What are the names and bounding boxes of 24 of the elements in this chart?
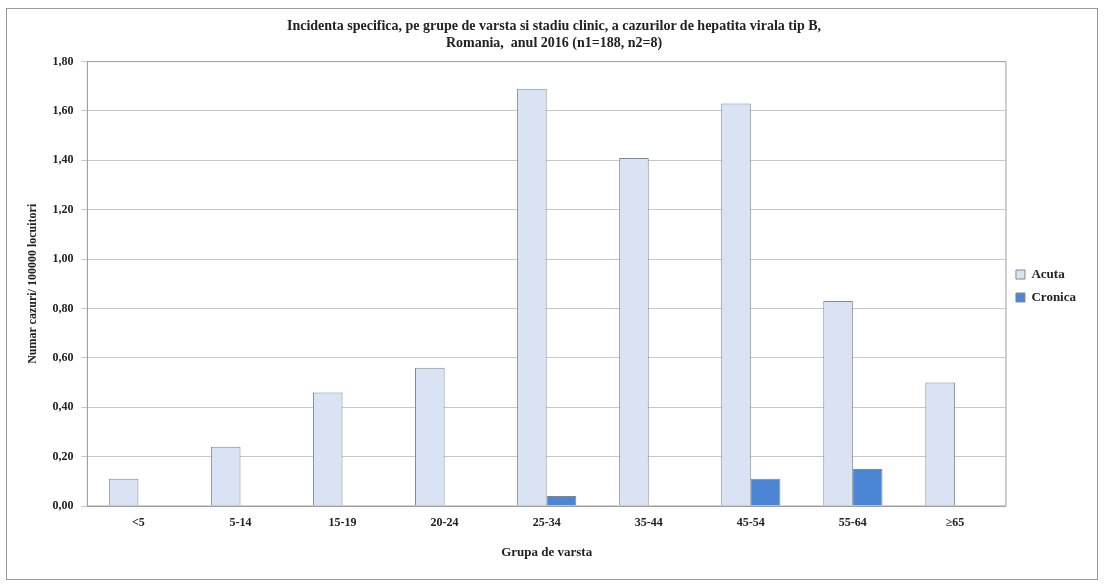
y-tick-label: 0,40 [52, 399, 74, 414]
x-tick-label: 25-34 [532, 515, 561, 530]
x-tick-label: 35-44 [634, 515, 663, 530]
y-tick-label: 1,40 [52, 152, 74, 167]
x-tick-label: 55-64 [838, 515, 867, 530]
x-axis-title: Grupa de varsta [501, 543, 593, 559]
y-tick-label: 0,60 [52, 349, 74, 364]
y-tick-label: 0,20 [52, 448, 74, 463]
y-tick-label: 1,60 [52, 103, 74, 118]
y-tick-label: 1,00 [52, 251, 74, 266]
y-tick-label: 1,80 [52, 53, 74, 68]
legend-label: Acuta [1031, 265, 1066, 281]
x-tick-label: 20-24 [430, 515, 459, 530]
legend-label: Cronica [1031, 288, 1077, 304]
x-tick-label: 15-19 [328, 515, 357, 530]
x-tick-label: ≥65 [945, 515, 965, 530]
x-tick-label: <5 [132, 515, 145, 530]
y-axis-title: Numar cazuri/ 100000 locuitori [25, 203, 40, 364]
x-tick-label: 45-54 [736, 515, 765, 530]
y-tick-label: 1,20 [52, 201, 74, 216]
chart-title: Incidenta specifica, pe grupe de varsta si stadiu clinic, a cazurilor de hepatita virala tip B, Romania, anul 2016 (n1=188, n2=8) [286, 18, 822, 51]
y-tick-label: 0,80 [52, 300, 74, 315]
y-tick-label: 0,00 [52, 498, 74, 513]
x-tick-label: 5-14 [229, 515, 252, 530]
